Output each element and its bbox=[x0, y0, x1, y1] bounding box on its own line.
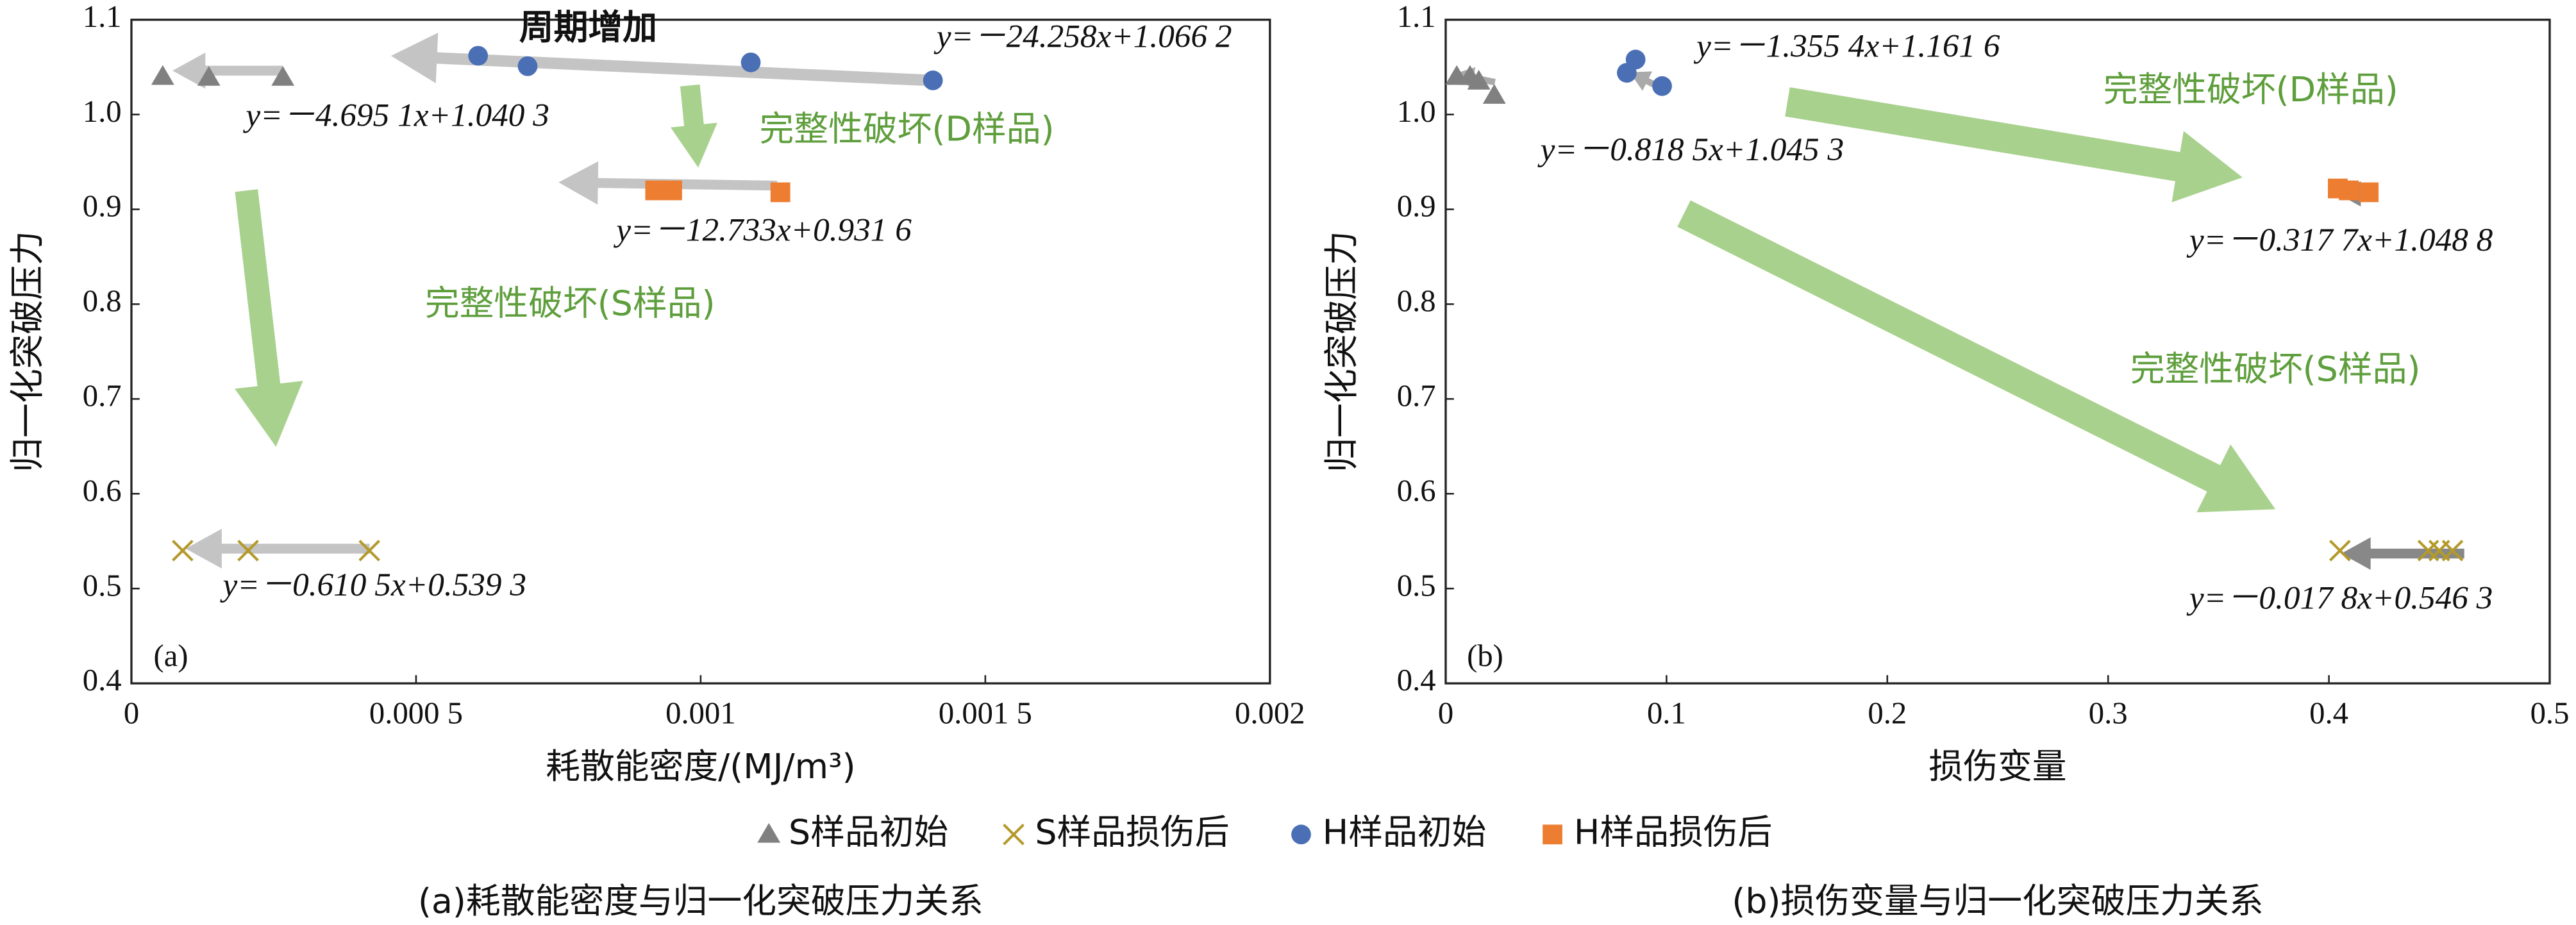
square-marker bbox=[662, 180, 682, 201]
plot-frame bbox=[130, 19, 1271, 685]
circle-marker bbox=[923, 71, 943, 90]
cross-marker bbox=[172, 540, 194, 562]
annotation: y=－0.317 7x+1.048 8 bbox=[2186, 222, 2493, 258]
panel-label: (b) bbox=[1467, 638, 1503, 673]
cross-stroke bbox=[2329, 540, 2351, 562]
legend-label: H样品初始 bbox=[1323, 812, 1487, 852]
x-axis-label: 耗散能密度/(MJ/m³) bbox=[546, 746, 855, 787]
x-tick-label: 0.5 bbox=[2530, 696, 2570, 730]
plot-frame bbox=[1444, 19, 2551, 685]
cross-marker bbox=[2329, 540, 2351, 562]
circle-marker bbox=[1625, 49, 1646, 70]
y-tick-label: 1.1 bbox=[83, 0, 122, 34]
triangle-marker bbox=[197, 66, 221, 86]
annotation: y=－1.355 4x+1.161 6 bbox=[1693, 28, 2000, 65]
cross-stroke bbox=[358, 540, 380, 562]
x-tick-label: 0.000 5 bbox=[369, 696, 463, 730]
legend-marker bbox=[1543, 824, 1562, 845]
panel-label: (a) bbox=[153, 638, 188, 673]
caption: (b)损伤变量与归一化突破压力关系 bbox=[1732, 881, 2263, 921]
cross-stroke bbox=[1003, 823, 1025, 846]
x-tick-label: 0.001 5 bbox=[939, 696, 1032, 730]
x-tick-label: 0.001 bbox=[665, 696, 736, 730]
circle-marker bbox=[517, 56, 538, 76]
x-tick-label: 0.4 bbox=[2309, 696, 2348, 730]
x-tick-label: 0.3 bbox=[2089, 696, 2128, 730]
square-marker bbox=[770, 182, 790, 203]
arrow bbox=[172, 53, 283, 89]
annotation: y=－24.258x+1.066 2 bbox=[933, 18, 1232, 54]
y-tick-label: 1.0 bbox=[1397, 94, 1436, 129]
arrow bbox=[235, 189, 303, 447]
caption: (a)耗散能密度与归一化突破压力关系 bbox=[418, 881, 983, 921]
arrow bbox=[1677, 200, 2276, 513]
y-tick-label: 0.8 bbox=[83, 284, 122, 319]
circle-marker bbox=[468, 46, 489, 66]
y-tick-label: 0.7 bbox=[1397, 379, 1436, 413]
square-marker bbox=[2359, 182, 2379, 203]
arrow bbox=[1785, 87, 2243, 203]
legend-marker bbox=[1291, 824, 1311, 845]
x-tick-label: 0 bbox=[1438, 696, 1453, 730]
legend-marker bbox=[1003, 823, 1025, 846]
cross-marker bbox=[2417, 540, 2439, 562]
y-tick-label: 0.9 bbox=[83, 189, 122, 224]
cross-stroke bbox=[237, 540, 259, 562]
arrow bbox=[2341, 537, 2464, 570]
cross-marker bbox=[237, 540, 259, 562]
square-marker bbox=[2339, 180, 2359, 201]
y-tick-label: 0.7 bbox=[83, 379, 122, 413]
y-axis-label: 归一化突破压力 bbox=[1321, 231, 1362, 472]
annotation: y=－0.610 5x+0.539 3 bbox=[220, 567, 526, 603]
x-tick-label: 0.002 bbox=[1235, 696, 1305, 730]
cross-stroke bbox=[172, 540, 194, 562]
annotation: 完整性破坏(D样品) bbox=[2103, 69, 2398, 110]
y-tick-label: 0.9 bbox=[1397, 189, 1436, 224]
triangle-marker bbox=[271, 66, 295, 86]
cross-marker bbox=[2441, 540, 2464, 562]
y-tick-label: 1.1 bbox=[1397, 0, 1436, 34]
y-tick-label: 0.4 bbox=[1397, 663, 1436, 697]
y-tick-label: 0.6 bbox=[1397, 473, 1436, 508]
legend-label: S样品初始 bbox=[789, 812, 948, 852]
square-marker bbox=[645, 180, 665, 201]
arrow bbox=[390, 32, 933, 87]
legend-marker bbox=[757, 822, 781, 843]
x-tick-label: 0.2 bbox=[1868, 696, 1907, 730]
annotation: 周期增加 bbox=[519, 7, 657, 47]
annotation: y=－0.017 8x+0.546 3 bbox=[2186, 580, 2493, 617]
y-tick-label: 0.8 bbox=[1397, 284, 1436, 319]
x-tick-label: 0 bbox=[124, 696, 139, 730]
cross-stroke bbox=[2441, 540, 2464, 562]
annotation: y=－4.695 1x+1.040 3 bbox=[242, 97, 549, 133]
annotation: y=－0.818 5x+1.045 3 bbox=[1537, 131, 1844, 168]
cross-stroke bbox=[2417, 540, 2439, 562]
circle-marker bbox=[1652, 76, 1672, 96]
x-tick-label: 0.1 bbox=[1647, 696, 1686, 730]
triangle-marker bbox=[1467, 69, 1491, 90]
arrow bbox=[670, 84, 717, 168]
circle-marker bbox=[740, 52, 761, 72]
cross-marker bbox=[358, 540, 380, 562]
y-tick-label: 0.5 bbox=[1397, 568, 1436, 603]
annotation: 完整性破坏(D样品) bbox=[760, 109, 1055, 149]
y-tick-label: 0.4 bbox=[83, 663, 122, 697]
y-tick-label: 1.0 bbox=[83, 94, 122, 129]
legend-label: H样品损伤后 bbox=[1574, 812, 1772, 852]
arrow bbox=[185, 528, 370, 569]
annotation: 完整性破坏(S样品) bbox=[2130, 349, 2421, 389]
legend-label: S样品损伤后 bbox=[1035, 812, 1229, 852]
triangle-marker bbox=[151, 65, 174, 85]
annotation: 完整性破坏(S样品) bbox=[425, 283, 715, 323]
y-axis-label: 归一化突破压力 bbox=[7, 231, 47, 472]
annotation: y=－12.733x+0.931 6 bbox=[613, 212, 912, 249]
x-axis-label: 损伤变量 bbox=[1928, 746, 2066, 787]
y-tick-label: 0.5 bbox=[83, 568, 122, 603]
y-tick-label: 0.6 bbox=[83, 473, 122, 508]
triangle-marker bbox=[1482, 84, 1506, 104]
